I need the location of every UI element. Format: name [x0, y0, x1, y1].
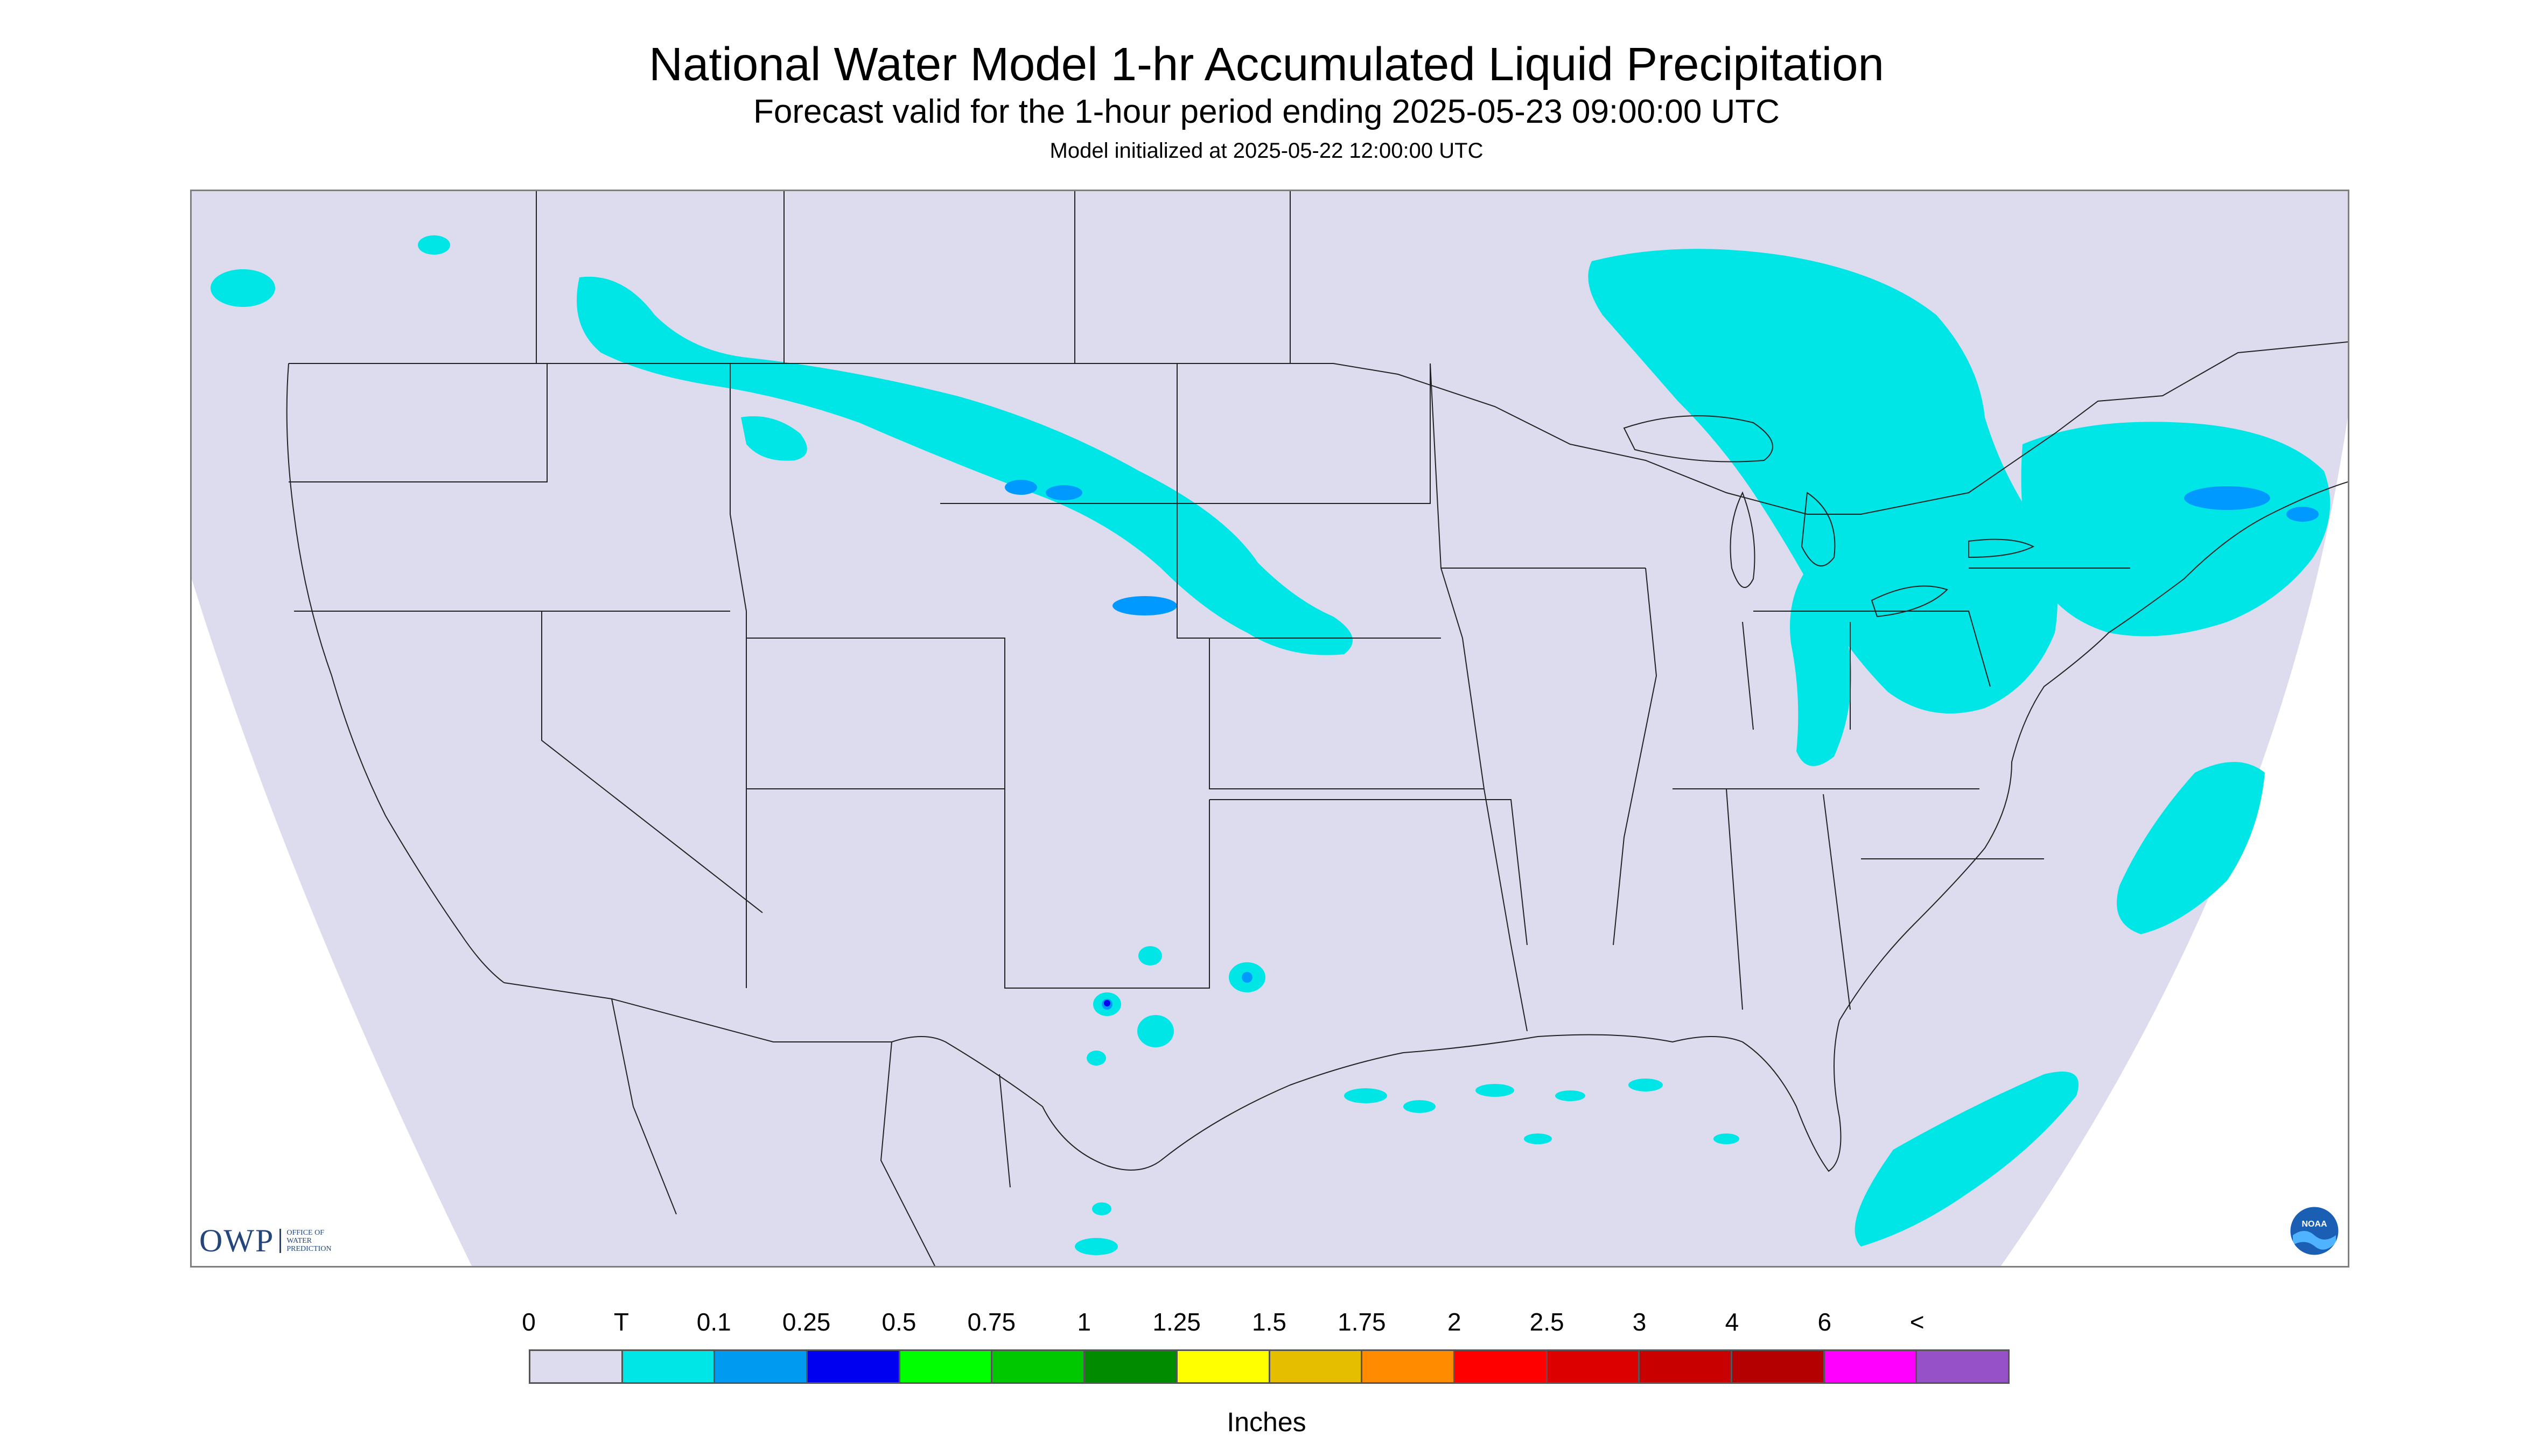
lake-ontario: [1968, 538, 2035, 558]
nm-line: [1004, 789, 1210, 989]
mississippi-river: [1613, 568, 1657, 946]
legend-swatch: [1640, 1351, 1732, 1382]
nd-sd-line: [1177, 363, 1431, 504]
legend-tick-label: 1.25: [1152, 1308, 1201, 1336]
legend-swatch: [1454, 1351, 1548, 1382]
ks-line: [1209, 638, 1484, 789]
legend-tick-label: 3: [1632, 1308, 1647, 1336]
legend-tick-label: 1: [1077, 1308, 1091, 1336]
boundaries: [286, 191, 2348, 1266]
owp-sub-line-1: OFFICE OF: [286, 1228, 324, 1237]
canada-province-lines: [536, 191, 1291, 363]
map-canvas: [192, 191, 2348, 1266]
map-subtitle: Forecast valid for the 1-hour period end…: [753, 93, 1780, 130]
legend-tick-label: 0.75: [967, 1308, 1016, 1336]
precip-wa-cell: [418, 235, 450, 255]
mn-ia-mo-ar-la-line: [1430, 363, 1528, 1032]
legend-tick-label: 6: [1817, 1308, 1832, 1336]
legend-tick-label: 2: [1447, 1308, 1461, 1336]
owp-logo: OWP OFFICE OF WATER PREDICTION: [199, 1221, 332, 1260]
noaa-logo-text: NOAA: [2301, 1220, 2327, 1229]
legend-swatch: [1362, 1351, 1455, 1382]
owp-logo-subtext: OFFICE OF WATER PREDICTION: [279, 1228, 332, 1253]
atlantic-coastline: [1839, 481, 2348, 1021]
legend-swatch: [1732, 1351, 1825, 1382]
legend-tick-label: 4: [1725, 1308, 1739, 1336]
lake-michigan: [1730, 491, 1755, 588]
precip-atlantic-southeast: [1855, 1072, 2079, 1247]
mexico-state-lines: [611, 998, 1011, 1266]
legend-tick-label: 0.25: [782, 1308, 831, 1336]
legend-tick-label: T: [613, 1308, 629, 1336]
legend-swatch: [808, 1351, 900, 1382]
pacific-coastline: [286, 363, 505, 983]
us-canada-border: [289, 341, 2348, 515]
owp-sub-line-3: PREDICTION: [286, 1244, 332, 1253]
precip-montana-cells: [741, 416, 807, 461]
legend-tick-label: 2.5: [1529, 1308, 1564, 1336]
owp-sub-line-2: WATER: [286, 1236, 312, 1245]
model-init-line: Model initialized at 2025-05-22 12:00:00…: [1049, 139, 1484, 163]
legend-swatch: [622, 1351, 716, 1382]
precip-atlantic-offshore: [2117, 762, 2265, 934]
precip-regions: [211, 235, 2331, 1255]
legend-swatch: [1917, 1351, 2008, 1382]
lake-superior: [1623, 415, 1773, 463]
il-in-line: [1742, 621, 1754, 730]
legend-swatch: [715, 1351, 808, 1382]
legend-tick-label: 0: [522, 1308, 536, 1336]
precip-moderate: [1005, 480, 2319, 1010]
sd-ne-line: [1177, 503, 1441, 639]
legend-tick-label: 1.5: [1252, 1308, 1286, 1336]
legend-swatch: [1547, 1351, 1640, 1382]
legend-colorbar: [529, 1349, 2010, 1384]
gulf-coastline: [1160, 1020, 1842, 1172]
legend-swatch: [1085, 1351, 1178, 1382]
legend-swatch: [900, 1351, 993, 1382]
precip-mexico-cell: [1092, 1202, 1111, 1215]
legend-tick-label: 1.75: [1338, 1308, 1386, 1336]
lake-huron: [1801, 492, 1836, 566]
us-mexico-border: [503, 982, 1161, 1171]
precip-northern-plains-band: [577, 276, 1353, 655]
legend-tick-label: 0.5: [881, 1308, 916, 1336]
legend-swatch: [1270, 1351, 1363, 1382]
precip-appalachia-streak: [1790, 568, 1851, 766]
precip-caribbean-cell: [1075, 1238, 1118, 1255]
al-ga-line: [1823, 794, 1851, 1010]
precip-great-lakes-quebec: [1588, 249, 2058, 714]
precip-gulf-showers: [1344, 1079, 1739, 1144]
precip-bc-cell: [211, 269, 275, 307]
wa-or-line: [289, 363, 548, 482]
legend-tick-label: <: [1909, 1308, 1925, 1336]
precip-new-england: [2021, 422, 2331, 636]
ut-co-box: [746, 638, 1005, 789]
map-title: National Water Model 1-hr Accumulated Li…: [649, 38, 1884, 90]
precipitation-map: [190, 190, 2349, 1268]
legend-units-label: Inches: [1227, 1407, 1306, 1437]
legend-tick-label: 0.1: [696, 1308, 731, 1336]
oh-pa-line: [1753, 611, 1991, 687]
owp-logo-word: OWP: [199, 1222, 275, 1258]
id-mt-line: [730, 363, 747, 789]
legend-swatch: [1824, 1351, 1918, 1382]
legend-swatch: [1177, 1351, 1270, 1382]
ms-al-line: [1726, 788, 1743, 1010]
noaa-logo-icon: NOAA: [2289, 1205, 2340, 1257]
ok-line: [1209, 799, 1528, 946]
ca-nv-line: [541, 611, 763, 913]
legend-swatch: [530, 1351, 623, 1382]
lake-erie: [1871, 585, 1948, 618]
legend-swatch: [992, 1351, 1086, 1382]
precip-heavy-cell: [1104, 1000, 1110, 1006]
